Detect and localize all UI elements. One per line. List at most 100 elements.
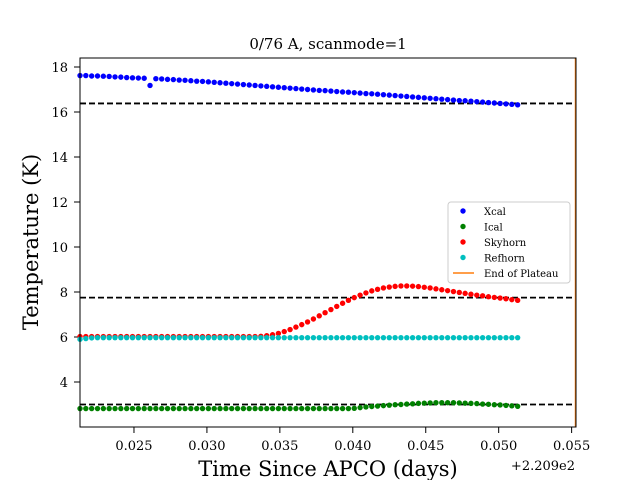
point-ical <box>106 405 112 412</box>
x-axis-label: Time Since APCO (days) <box>198 457 457 480</box>
point-xcal <box>135 75 142 81</box>
point-xcal <box>374 91 381 97</box>
point-xcal <box>176 77 182 83</box>
point-ical <box>182 405 188 412</box>
point-refhorn <box>234 334 241 341</box>
point-skyhorn <box>380 285 387 291</box>
point-xcal <box>164 76 171 83</box>
point-xcal <box>497 100 503 107</box>
point-xcal <box>415 94 422 101</box>
point-refhorn <box>345 334 352 341</box>
point-ical <box>339 405 346 412</box>
legend-label: Xcal <box>484 207 506 218</box>
point-refhorn <box>129 334 136 341</box>
point-xcal <box>147 82 153 89</box>
point-refhorn <box>310 334 317 341</box>
point-refhorn <box>474 334 480 341</box>
legend-label: Skyhorn <box>484 238 527 249</box>
plot-frame <box>79 57 577 428</box>
point-refhorn <box>112 334 118 341</box>
point-xcal <box>328 88 334 94</box>
point-xcal <box>369 91 375 97</box>
point-xcal <box>211 79 217 86</box>
point-ical <box>497 402 503 408</box>
point-xcal <box>316 87 322 94</box>
point-ical <box>118 405 124 412</box>
point-refhorn <box>153 334 159 341</box>
point-refhorn <box>194 334 200 341</box>
point-skyhorn <box>310 316 317 322</box>
point-skyhorn <box>421 284 427 290</box>
point-ical <box>433 400 439 406</box>
y-axis-label: Temperature (K) <box>19 154 43 330</box>
point-skyhorn <box>386 284 392 290</box>
point-refhorn <box>264 334 270 341</box>
point-refhorn <box>316 334 322 341</box>
point-refhorn <box>351 334 357 341</box>
point-skyhorn <box>293 324 299 330</box>
point-xcal <box>363 90 369 97</box>
point-skyhorn <box>433 286 439 292</box>
point-xcal <box>106 73 112 80</box>
point-xcal <box>299 86 305 92</box>
point-ical <box>299 405 305 412</box>
point-skyhorn <box>322 310 328 316</box>
point-ical <box>322 405 328 412</box>
legend-box <box>447 201 571 284</box>
point-refhorn <box>223 334 229 341</box>
x-tick-label: 0.045 <box>407 439 444 454</box>
point-skyhorn <box>345 297 352 304</box>
point-xcal <box>83 72 89 79</box>
legend-marker <box>460 254 466 261</box>
x-offset-label: +2.209e2 <box>511 459 575 474</box>
point-xcal <box>439 96 445 102</box>
point-skyhorn <box>287 326 293 333</box>
point-refhorn <box>211 334 217 341</box>
point-ical <box>380 402 387 409</box>
point-refhorn <box>497 334 503 341</box>
point-refhorn <box>83 335 89 342</box>
point-ical <box>304 405 311 412</box>
point-ical <box>503 402 509 409</box>
y-tick-label: 14 <box>51 151 68 166</box>
point-ical <box>439 400 445 406</box>
point-ical <box>188 405 194 412</box>
point-refhorn <box>322 334 328 341</box>
point-ical <box>287 405 293 412</box>
point-skyhorn <box>351 294 357 301</box>
point-refhorn <box>252 334 258 341</box>
point-ical <box>205 405 212 412</box>
point-skyhorn <box>281 328 287 335</box>
legend-marker <box>460 208 466 214</box>
point-skyhorn <box>474 292 480 298</box>
point-xcal <box>246 82 252 88</box>
point-xcal <box>468 98 474 104</box>
point-xcal <box>322 87 328 94</box>
point-ical <box>153 405 159 412</box>
point-ical <box>468 400 474 407</box>
point-refhorn <box>514 334 521 341</box>
point-xcal <box>240 81 247 88</box>
legend-label: Refhorn <box>484 254 525 265</box>
point-skyhorn <box>363 290 369 296</box>
point-ical <box>421 400 427 406</box>
point-skyhorn <box>503 296 509 302</box>
point-refhorn <box>135 334 142 341</box>
point-xcal <box>94 73 101 79</box>
point-ical <box>217 405 223 412</box>
point-xcal <box>503 101 509 107</box>
point-refhorn <box>281 334 287 341</box>
point-xcal <box>485 99 492 106</box>
point-ical <box>398 401 404 408</box>
point-refhorn <box>462 334 468 341</box>
point-xcal <box>141 75 147 81</box>
point-ical <box>351 405 357 412</box>
point-skyhorn <box>328 306 334 313</box>
x-tick-label: 0.035 <box>261 439 298 454</box>
point-ical <box>135 405 142 412</box>
point-ical <box>112 405 118 412</box>
point-skyhorn <box>497 295 503 301</box>
point-skyhorn <box>275 330 282 337</box>
point-xcal <box>264 83 270 90</box>
point-ical <box>223 405 229 412</box>
